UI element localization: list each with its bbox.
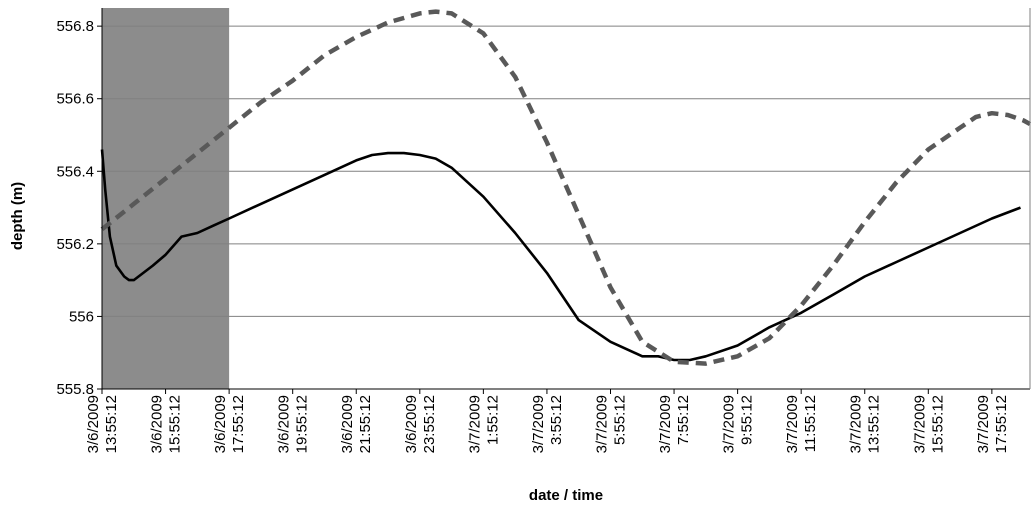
x-tick-label-13: 3/7/2009 15:55:12 [911,395,946,453]
x-tick-label-12: 3/7/2009 13:55:12 [848,395,883,453]
x-tick-date-4: 3/6/2009 [339,395,356,453]
x-tick-time-2: 17:55:12 [230,395,247,453]
x-tick-date-11: 3/7/2009 [784,395,801,453]
x-tick-date-14: 3/7/2009 [975,395,992,453]
gridlines [102,25,1030,317]
x-tick-date-3: 3/6/2009 [276,395,293,453]
plot-background [102,8,1030,389]
x-tick-time-1: 15:55:12 [167,395,184,453]
x-tick-label-3: 3/6/2009 19:55:12 [276,395,311,453]
series-line-1 [100,149,1021,362]
shaded-region [102,8,230,389]
y-tick-label-1: 556 [69,308,94,325]
axes [97,8,1031,394]
x-tick-time-8: 5:55:12 [612,395,629,445]
x-tick-time-12: 13:55:12 [866,395,883,453]
x-tick-label-7: 3/7/2009 3:55:12 [530,395,565,453]
x-tick-label-9: 3/7/2009 7:55:12 [657,395,692,453]
x-tick-date-9: 3/7/2009 [657,395,674,453]
x-tick-label-8: 3/7/2009 5:55:12 [594,395,629,453]
y-tick-label-5: 556.8 [56,18,94,35]
x-tick-time-3: 19:55:12 [294,395,311,453]
x-tick-date-6: 3/7/2009 [466,395,483,453]
x-tick-time-9: 7:55:12 [675,395,692,445]
y-tick-label-3: 556.4 [56,163,94,180]
x-tick-label-6: 3/7/2009 1:55:12 [466,395,501,453]
series-layer [100,9,1032,366]
x-tick-date-5: 3/6/2009 [403,395,420,453]
x-tick-time-14: 17:55:12 [993,395,1010,453]
plot-area [102,8,1030,389]
x-tick-label-4: 3/6/2009 21:55:12 [339,395,374,453]
x-tick-date-8: 3/7/2009 [594,395,611,453]
x-tick-date-10: 3/7/2009 [721,395,738,453]
x-tick-date-0: 3/6/2009 [85,395,102,453]
x-tick-date-13: 3/7/2009 [911,395,928,453]
x-tick-date-12: 3/7/2009 [848,395,865,453]
x-tick-time-11: 11:55:12 [802,395,819,452]
x-tick-label-14: 3/7/2009 17:55:12 [975,395,1010,453]
x-tick-date-2: 3/6/2009 [212,395,229,453]
x-tick-time-7: 3:55:12 [548,395,565,445]
x-axis-title: date / time [529,487,603,504]
x-tick-labels: 3/6/2009 13:55:12 3/6/2009 15:55:12 3/6/2009… [85,395,1010,453]
y-tick-labels: 555.8 556 556.2 556.4 556.6 556.8 [56,18,94,398]
shaded-region-layer [102,8,230,389]
series-line-2 [100,9,1032,366]
x-tick-label-1: 3/6/2009 15:55:12 [149,395,184,453]
x-tick-label-10: 3/7/2009 9:55:12 [721,395,756,453]
x-tick-label-5: 3/6/2009 23:55:12 [403,395,438,453]
x-tick-time-10: 9:55:12 [739,395,756,445]
y-axis-title: depth (m) [9,182,26,250]
x-tick-time-4: 21:55:12 [357,395,374,453]
x-tick-time-13: 15:55:12 [929,395,946,453]
x-tick-date-7: 3/7/2009 [530,395,547,453]
x-tick-date-1: 3/6/2009 [149,395,166,453]
x-tick-time-6: 1:55:12 [484,395,501,445]
x-tick-label-0: 3/6/2009 13:55:12 [85,395,120,453]
y-tick-label-2: 556.2 [56,236,94,253]
y-tick-label-4: 556.6 [56,91,94,108]
y-tick-label-0: 555.8 [56,381,94,398]
x-tick-time-0: 13:55:12 [103,395,120,453]
x-tick-label-11: 3/7/2009 11:55:12 [784,395,819,453]
x-tick-label-2: 3/6/2009 17:55:12 [212,395,247,453]
x-tick-time-5: 23:55:12 [421,395,438,453]
